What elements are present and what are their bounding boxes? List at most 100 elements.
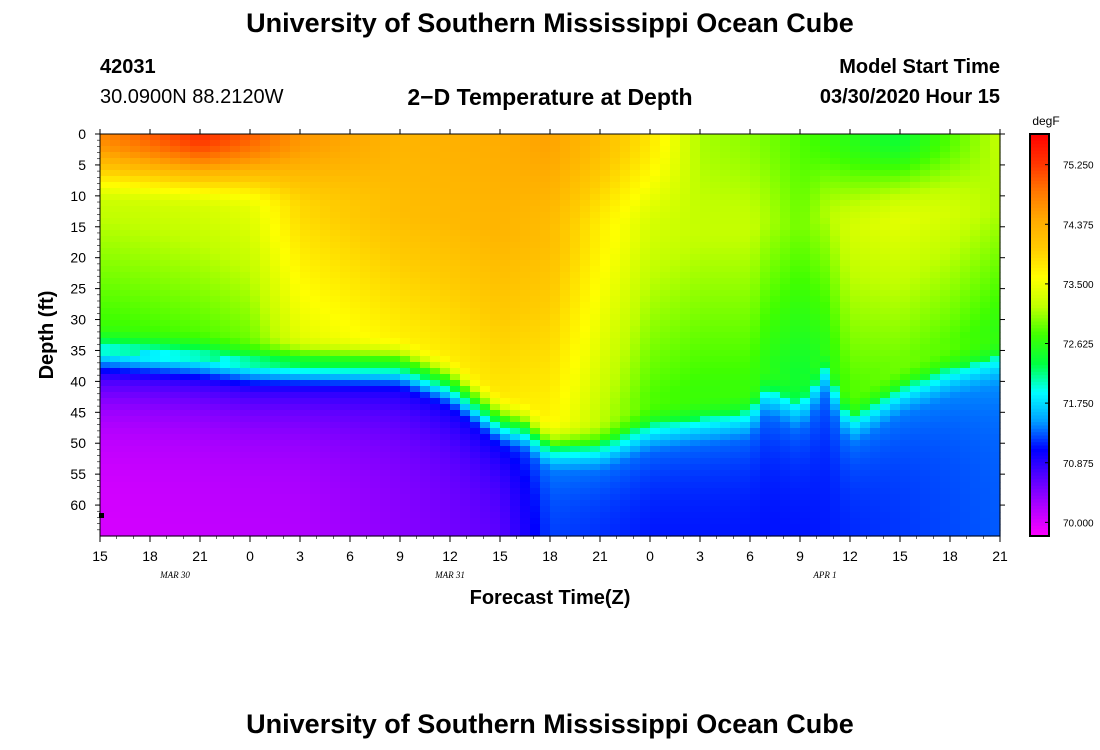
heatmap-cell (350, 338, 361, 345)
heatmap-cell (650, 284, 661, 291)
heatmap-cell (350, 512, 361, 519)
heatmap-cell (740, 518, 751, 525)
heatmap-cell (740, 356, 751, 363)
heatmap-cell (490, 206, 501, 213)
heatmap-cell (170, 182, 181, 189)
heatmap-cell (210, 308, 221, 315)
heatmap-cell (240, 440, 251, 447)
heatmap-cell (840, 218, 851, 225)
heatmap-cell (460, 266, 471, 273)
heatmap-cell (660, 290, 671, 297)
heatmap-cell (410, 500, 421, 507)
heatmap-cell (570, 326, 581, 333)
heatmap-cell (110, 248, 121, 255)
heatmap-cell (580, 152, 591, 159)
heatmap-cell (720, 404, 731, 411)
heatmap-cell (330, 278, 341, 285)
heatmap-cell (660, 344, 671, 351)
heatmap-cell (780, 524, 791, 531)
heatmap-cell (110, 326, 121, 333)
heatmap-cell (260, 392, 271, 399)
heatmap-cell (420, 176, 431, 183)
heatmap-cell (210, 368, 221, 375)
heatmap-cell (530, 200, 541, 207)
heatmap-cell (300, 332, 311, 339)
heatmap-cell (400, 188, 411, 195)
heatmap-cell (590, 368, 601, 375)
heatmap-cell (580, 212, 591, 219)
heatmap-cell (630, 422, 641, 429)
heatmap-cell (520, 272, 531, 279)
heatmap-cell (740, 146, 751, 153)
heatmap-cell (730, 236, 741, 243)
heatmap-cell (100, 344, 111, 351)
heatmap-cell (430, 512, 441, 519)
heatmap-cell (100, 380, 111, 387)
heatmap-cell (800, 290, 811, 297)
heatmap-cell (240, 182, 251, 189)
heatmap-cell (530, 398, 541, 405)
heatmap-cell (510, 518, 521, 525)
heatmap-cell (570, 518, 581, 525)
heatmap-cell (180, 206, 191, 213)
heatmap-cell (500, 530, 511, 537)
heatmap-cell (610, 206, 621, 213)
heatmap-cell (170, 278, 181, 285)
heatmap-cell (660, 482, 671, 489)
heatmap-cell (280, 200, 291, 207)
heatmap-cell (630, 302, 641, 309)
heatmap-cell (290, 410, 301, 417)
heatmap-cell (430, 404, 441, 411)
heatmap-cell (640, 440, 651, 447)
heatmap-cell (550, 182, 561, 189)
heatmap-cell (580, 344, 591, 351)
heatmap-cell (330, 410, 341, 417)
heatmap-cell (240, 296, 251, 303)
heatmap-cell (200, 254, 211, 261)
heatmap-cell (450, 476, 461, 483)
heatmap-cell (130, 476, 141, 483)
heatmap-cell (660, 500, 671, 507)
heatmap-cell (560, 182, 571, 189)
heatmap-cell (500, 158, 511, 165)
heatmap-cell (330, 152, 341, 159)
heatmap-cell (190, 266, 201, 273)
heatmap-cell (490, 302, 501, 309)
heatmap-cell (560, 488, 571, 495)
heatmap-cell (170, 236, 181, 243)
heatmap-cell (140, 152, 151, 159)
heatmap-cell (390, 500, 401, 507)
heatmap-cell (290, 416, 301, 423)
heatmap-cell (280, 230, 291, 237)
heatmap-cell (700, 164, 711, 171)
heatmap-cell (130, 326, 141, 333)
heatmap-cell (800, 158, 811, 165)
heatmap-cell (570, 200, 581, 207)
heatmap-cell (730, 326, 741, 333)
heatmap-cell (610, 452, 621, 459)
heatmap-cell (550, 440, 561, 447)
heatmap-cell (380, 260, 391, 267)
heatmap-cell (700, 326, 711, 333)
heatmap-cell (260, 416, 271, 423)
heatmap-cell (690, 356, 701, 363)
heatmap-cell (680, 428, 691, 435)
heatmap-cell (710, 164, 721, 171)
heatmap-cell (110, 182, 121, 189)
heatmap-cell (380, 422, 391, 429)
heatmap-cell (120, 524, 131, 531)
heatmap-cell (370, 338, 381, 345)
heatmap-cell (780, 140, 791, 147)
heatmap-cell (140, 290, 151, 297)
heatmap-cell (270, 296, 281, 303)
heatmap-cell (730, 386, 741, 393)
heatmap-cell (170, 326, 181, 333)
heatmap-cell (740, 446, 751, 453)
heatmap-cell (340, 482, 351, 489)
heatmap-cell (480, 356, 491, 363)
heatmap-cell (210, 266, 221, 273)
heatmap-cell (690, 188, 701, 195)
heatmap-cell (550, 284, 561, 291)
heatmap-cell (570, 146, 581, 153)
heatmap-cell (600, 236, 611, 243)
